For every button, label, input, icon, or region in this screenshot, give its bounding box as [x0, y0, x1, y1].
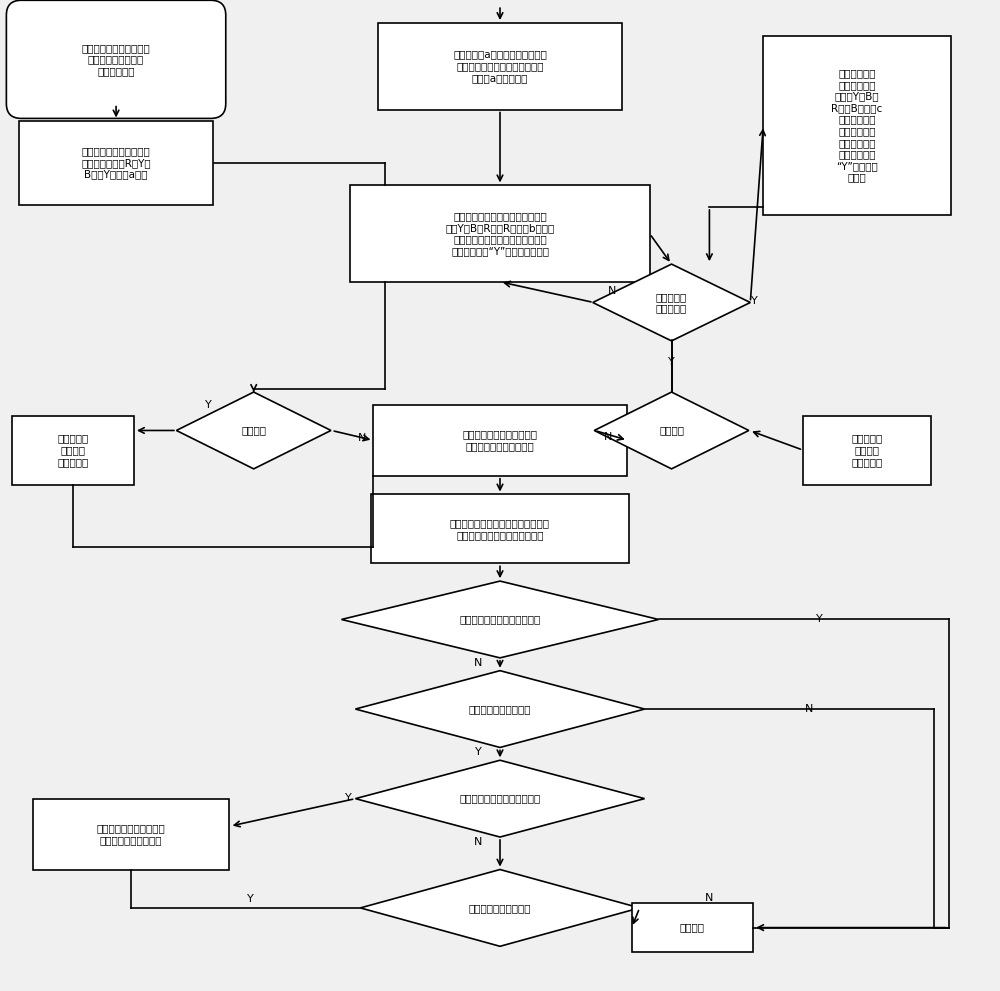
Text: Y: Y [475, 747, 481, 757]
FancyBboxPatch shape [371, 495, 629, 563]
Text: 取色度值高
（即明度
低）那一半: 取色度值高 （即明度 低）那一半 [851, 433, 883, 467]
Text: N: N [805, 704, 813, 715]
Text: Y: Y [668, 357, 675, 367]
Text: 色调角差变小了没有？: 色调角差变小了没有？ [469, 704, 531, 715]
Text: Y: Y [751, 295, 758, 305]
Text: 彩度大于样品彩度否？: 彩度大于样品彩度否？ [469, 903, 531, 913]
FancyBboxPatch shape [350, 185, 650, 281]
Text: 已加载第三
种色片否？: 已加载第三 种色片否？ [656, 291, 687, 313]
Polygon shape [355, 671, 645, 747]
Text: 输出结果: 输出结果 [680, 923, 705, 933]
Text: Y: Y [816, 614, 822, 624]
Text: N: N [474, 658, 482, 668]
Text: 采用二分法加
载第三种色片
色片（Y或B或
R，如B）视作c
类色度片，但
低一色度值级
别的色片（取
完否的判定为
“Y”时再降一
级别）: 采用二分法加 载第三种色片 色片（Y或B或 R，如B）视作c 类色度片，但 低一… [831, 68, 883, 182]
FancyBboxPatch shape [19, 121, 213, 204]
Text: 选择与样品色度角相差较小的第二
种（Y或B或R，如R）视作b类色度
片，但低一色度值量级的色片（取
完否的判定为“Y”时再降一级别）: 选择与样品色度角相差较小的第二 种（Y或B或R，如R）视作b类色度 片，但低一色… [445, 211, 555, 256]
FancyBboxPatch shape [632, 903, 753, 952]
FancyBboxPatch shape [763, 36, 951, 215]
Text: 取完否？: 取完否？ [241, 425, 266, 435]
Text: N: N [705, 893, 714, 903]
Text: 判定是否满足设定误差要求？: 判定是否满足设定误差要求？ [459, 614, 541, 624]
Polygon shape [593, 265, 750, 341]
Polygon shape [341, 581, 659, 658]
Text: 第一种色片a类选定后，选择与样
品明度相差最小但明度大于样品
明度的a类某一色片: 第一种色片a类选定后，选择与样 品明度相差最小但明度大于样品 明度的a类某一色片 [453, 50, 547, 83]
Text: 测量样品的透射比，计算
其明度、彩度（饰和
度）、色调角: 测量样品的透射比，计算 其明度、彩度（饰和 度）、色调角 [82, 43, 150, 76]
Text: N: N [604, 432, 612, 442]
Text: 取完否？: 取完否？ [659, 425, 684, 435]
Text: 二分法加或减灰度片直至
明度彩度最佳符合要求: 二分法加或减灰度片直至 明度彩度最佳符合要求 [97, 824, 165, 845]
Text: Y: Y [345, 793, 352, 803]
Polygon shape [355, 760, 645, 837]
Text: N: N [608, 285, 616, 295]
FancyBboxPatch shape [373, 405, 627, 476]
Text: N: N [474, 837, 482, 847]
Polygon shape [360, 869, 640, 946]
Text: 将加载的色片的透射比相乘，计算其
明度、彩度（饰和度）、色调角: 将加载的色片的透射比相乘，计算其 明度、彩度（饰和度）、色调角 [450, 518, 550, 540]
FancyBboxPatch shape [378, 23, 622, 110]
Text: 按二分法选取（即满足条件
的一组色片的中间一个）: 按二分法选取（即满足条件 的一组色片的中间一个） [462, 429, 538, 451]
FancyBboxPatch shape [33, 799, 229, 869]
FancyBboxPatch shape [6, 0, 226, 118]
Polygon shape [594, 392, 749, 469]
FancyBboxPatch shape [803, 415, 931, 485]
Polygon shape [176, 392, 331, 469]
FancyBboxPatch shape [12, 415, 134, 485]
Text: 取色度值低
（即明度
高）那一半: 取色度值低 （即明度 高）那一半 [58, 433, 89, 467]
Text: Y: Y [205, 400, 212, 410]
Text: 色调角差、彩度满足要求否？: 色调角差、彩度满足要求否？ [459, 794, 541, 804]
Text: Y: Y [247, 894, 254, 904]
Text: N: N [358, 433, 367, 443]
Text: 选择与样品色度角相差最
小的一种色片（R或Y或
B，如Y）视作a类片: 选择与样品色度角相差最 小的一种色片（R或Y或 B，如Y）视作a类片 [81, 146, 151, 179]
